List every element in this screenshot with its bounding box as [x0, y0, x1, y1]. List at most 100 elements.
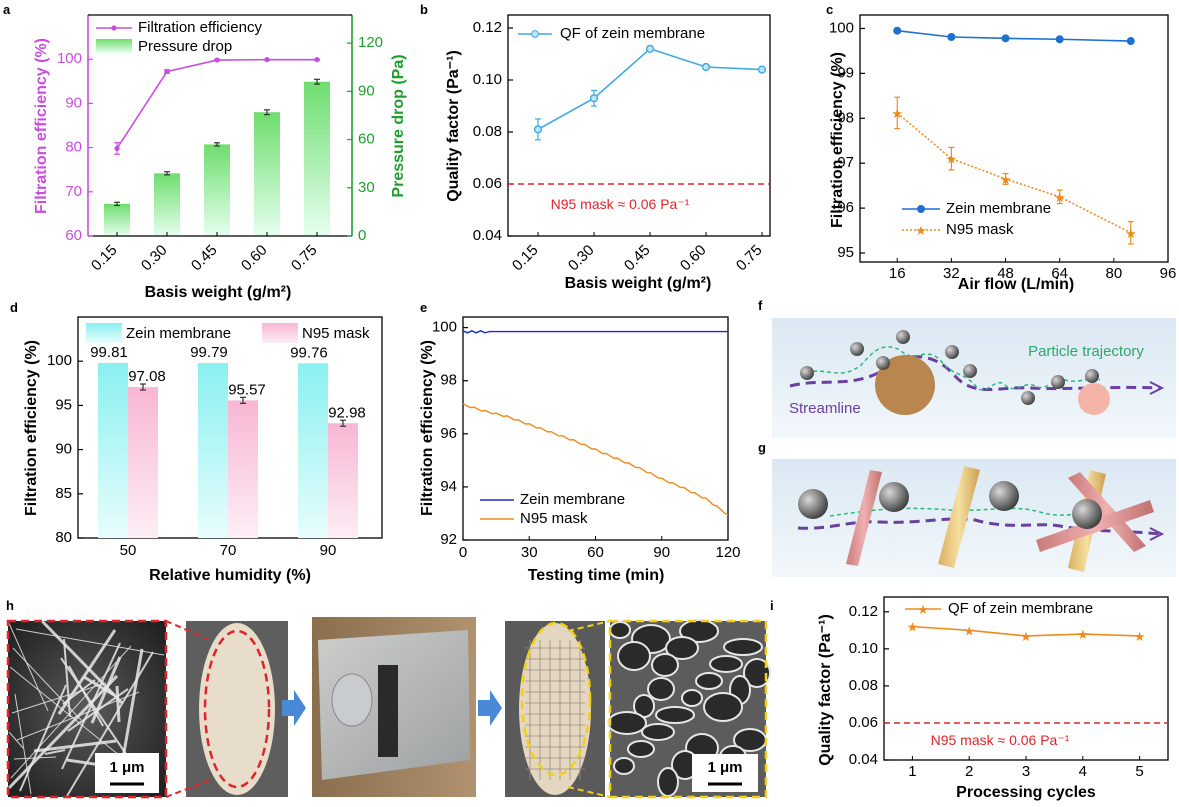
legend-label-e2: N95 mask	[520, 510, 588, 527]
streamline-arrow	[1149, 381, 1165, 395]
a-right-ytick-label: 60	[358, 131, 375, 148]
panel-letter-g: g	[758, 440, 766, 455]
bar-n95	[328, 423, 358, 538]
sem-fiber	[115, 685, 121, 723]
bar-n95	[128, 387, 158, 538]
sem-fiber	[44, 749, 66, 755]
a-left-ytick-label: 60	[65, 227, 82, 244]
panel-letter-c: c	[826, 2, 833, 17]
zoom-line	[165, 779, 211, 798]
panel-letter-f: f	[758, 298, 763, 313]
d-xtick-label: 90	[320, 542, 337, 559]
i-ytick-label: 0.08	[849, 677, 878, 694]
device-holder	[378, 665, 398, 757]
c-ytick-label: 99	[837, 64, 854, 81]
point-filtration-efficiency	[264, 57, 270, 63]
particle	[896, 330, 910, 344]
point-qf	[645, 44, 655, 53]
point-i: ★	[1020, 629, 1032, 644]
point-n95: ★	[946, 152, 958, 167]
particle	[945, 345, 959, 359]
g-particle	[1072, 499, 1102, 529]
e-ytick-label: 98	[440, 372, 457, 389]
panel-letter-d: d	[10, 300, 18, 315]
legend-label-b: QF of zein membrane	[560, 25, 705, 42]
d-bar-label: 99.81	[90, 344, 128, 361]
f-label-trajectory: Particle trajectory	[1028, 343, 1144, 360]
legend-label-d1: Zein membrane	[126, 325, 231, 342]
b-xtick-label: 0.45	[621, 242, 654, 275]
d-ylabel: Filtration efficiency (%)	[23, 340, 40, 516]
particle	[800, 366, 814, 380]
c-xtick-label: 80	[1106, 265, 1123, 282]
a-left-ytick-label: 100	[57, 50, 82, 67]
point-filtration-efficiency	[114, 145, 120, 152]
f-label-streamline: Streamline	[789, 400, 861, 417]
sem-fiber	[13, 756, 57, 760]
fiber-rod	[1068, 472, 1146, 552]
fiber-rod	[846, 470, 882, 566]
point-n95: ★	[1000, 172, 1012, 187]
sem-fiber	[8, 731, 24, 749]
b-ytick-label: 0.04	[473, 227, 502, 244]
sem-pore	[665, 636, 699, 660]
sem-fiber	[83, 675, 115, 697]
panel-letter-i: i	[770, 598, 774, 613]
sem-pore	[609, 621, 631, 639]
membrane-sample	[199, 623, 275, 795]
bar-pressure-drop	[204, 144, 230, 236]
legend-marker-i: ★	[917, 602, 929, 617]
legend-label-d2: N95 mask	[302, 325, 370, 342]
sem-fiber	[11, 682, 107, 714]
b-xtick-label: 0.75	[733, 242, 766, 275]
point-zein	[1126, 37, 1135, 46]
line-qf	[537, 47, 763, 131]
i-xtick-label: 5	[1135, 763, 1143, 780]
point-filtration-efficiency	[164, 68, 170, 75]
point-filtration-efficiency	[214, 57, 220, 63]
d-bar-label: 95.57	[228, 381, 266, 398]
d-ytick-label: 80	[55, 529, 72, 546]
point-zein	[1055, 35, 1064, 44]
g-streamline-arrow	[1149, 527, 1165, 541]
sem-fiber	[66, 651, 154, 797]
sem-fiber	[12, 647, 82, 721]
d-xtick-label: 50	[120, 542, 137, 559]
a-left-ytick-label: 70	[65, 183, 82, 200]
sem-pore	[655, 706, 695, 724]
i-ylabel: Quality factor (Pa⁻¹)	[817, 614, 834, 766]
line-i	[912, 625, 1140, 637]
b-xtick-label: 0.60	[677, 242, 710, 275]
a-right-ytick-label: 30	[358, 179, 375, 196]
legend-label-a1: Filtration efficiency	[138, 19, 262, 36]
c-ytick-label: 98	[837, 109, 854, 126]
fiber-large	[875, 355, 935, 415]
legend-marker-a	[111, 25, 117, 31]
sem-pore	[641, 723, 675, 741]
e-ytick-label: 96	[440, 425, 457, 442]
sem-fiber	[16, 691, 140, 741]
d-bar-label: 99.76	[290, 344, 328, 361]
e-ytick-label: 94	[440, 478, 457, 495]
b-ytick-label: 0.08	[473, 123, 502, 140]
particle	[876, 356, 890, 370]
c-xtick-label: 64	[1051, 265, 1068, 282]
particle	[850, 342, 864, 356]
a-xtick-label: 0.60	[238, 242, 271, 275]
a-xtick-label: 0.30	[138, 242, 171, 275]
sem-pore	[681, 689, 703, 707]
panel-letter-h: h	[6, 598, 14, 613]
point-zein	[947, 33, 956, 42]
i-reference-label: N95 mask ≈ 0.06 Pa⁻¹	[931, 732, 1070, 748]
scalebar-box-left	[95, 753, 159, 793]
particle	[1051, 375, 1065, 389]
line-filtration-efficiency	[116, 58, 317, 149]
c-ytick-label: 95	[837, 244, 854, 261]
f-background	[772, 318, 1176, 438]
sem-pore	[703, 692, 743, 722]
point-n95: ★	[891, 106, 903, 121]
scalebar-label-left: 1 μm	[109, 759, 144, 776]
line-e-n95	[462, 403, 729, 516]
particle-trajectory-path	[805, 346, 1101, 391]
